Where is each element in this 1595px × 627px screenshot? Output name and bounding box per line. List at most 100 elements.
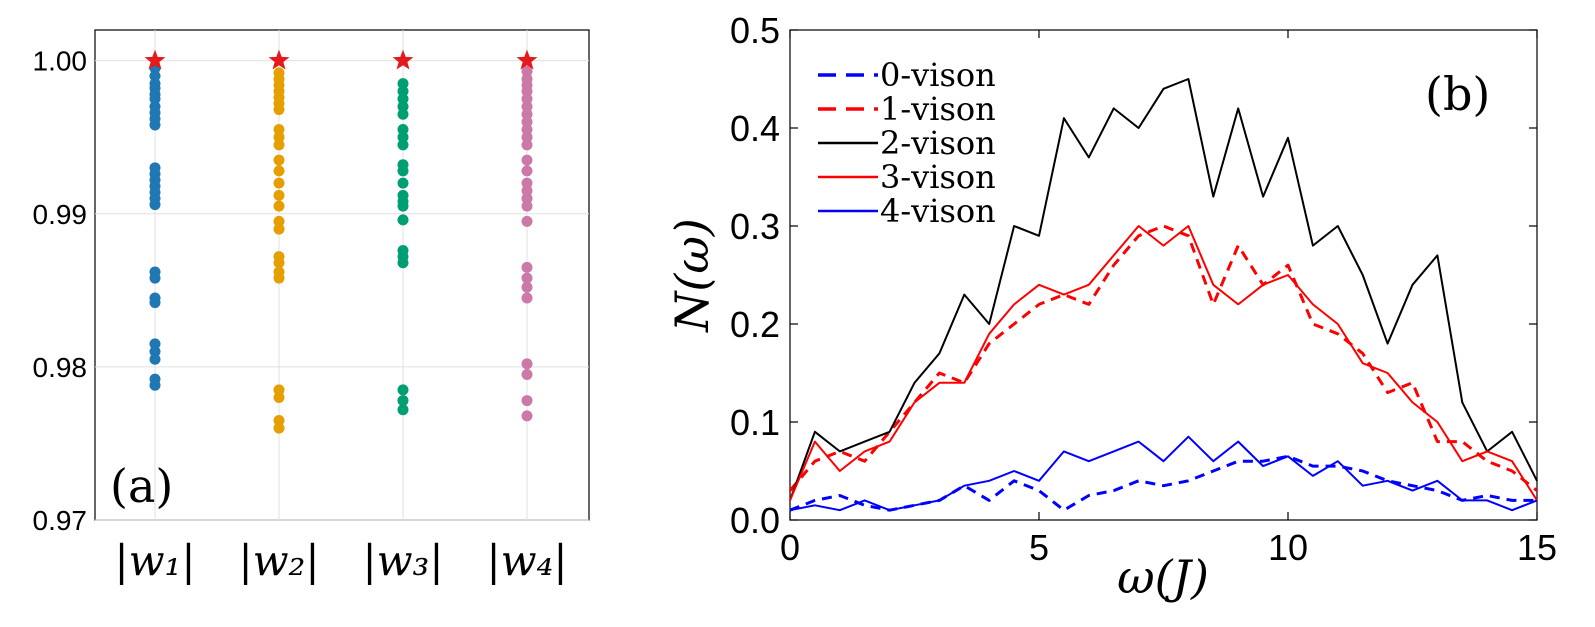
panel-a-data-point (397, 214, 409, 226)
panel-b-y-tick-label: 0.5 (730, 10, 780, 51)
panel-a-star-marker (392, 49, 414, 70)
panel-a-data-point (521, 93, 533, 105)
panel-b-y-tick-label: 0.2 (730, 304, 780, 345)
panel-a-y-tick-label: 0.98 (33, 352, 88, 383)
panel-a-data-point (273, 165, 285, 177)
panel-a-data-point (521, 369, 533, 381)
panel-a-data-point (273, 177, 285, 189)
panel-a-data-point (521, 154, 533, 166)
panel-a-data-point (521, 281, 533, 293)
panel-a-data-point (521, 185, 533, 197)
panel-a-data-point (397, 139, 409, 151)
panel-a-y-ticks: 0.97 0.98 0.99 1.00 (33, 46, 88, 536)
panel-a-data-point (149, 93, 161, 105)
panel-b-legend-label: 4-vison (880, 192, 996, 230)
panel-b-x-axis-label: ω(J) (1117, 550, 1209, 604)
panel-b-y-tick-label: 0.3 (730, 206, 780, 247)
panel-a-data-point (273, 422, 285, 434)
panel-a-data-point (397, 124, 409, 136)
panel-a-x-tick-label: |w₁| (114, 536, 195, 585)
panel-a-y-tick-label: 0.97 (33, 505, 88, 536)
panel-a-data-point (521, 192, 533, 204)
panel-a-data-point (149, 297, 161, 309)
panel-a-data-point (273, 257, 285, 269)
panel-a-data-point (521, 272, 533, 284)
panel-a-points (144, 49, 538, 434)
panel-a-data-point (397, 93, 409, 105)
panel-b-legend-label: 0-vison (880, 56, 996, 94)
panel-a-x-tick-label: |w₂| (238, 536, 319, 585)
panel-b-series-line (789, 78, 1538, 501)
panel-a-data-point (397, 395, 409, 407)
panel-a-data-point (149, 70, 161, 82)
panel-a-data-point (273, 139, 285, 151)
panel-a-data-point (149, 346, 161, 358)
panel-b-legend-label: 1-vison (880, 90, 996, 128)
panel-a-data-point (397, 85, 409, 97)
panel-b-x-tick-label: 5 (1029, 527, 1049, 568)
panel-a-data-point (273, 200, 285, 212)
panel-a-data-point (397, 177, 409, 189)
panel-a-data-point (273, 384, 285, 396)
panel-a-x-tick-label: |w₃| (362, 536, 443, 585)
panel-a-data-point (273, 104, 285, 116)
panel-b-series-line (789, 435, 1538, 512)
panel-a-data-point (521, 65, 533, 77)
panel-b-legend-label: 3-vison (880, 158, 996, 196)
panel-b-frame (789, 29, 1538, 521)
panel-a-data-point (521, 85, 533, 97)
panel-a-data-point (149, 338, 161, 350)
panel-b-y-tick-label: 0.1 (730, 402, 780, 443)
panel-a-data-point (397, 101, 409, 113)
panel-a-data-point (521, 116, 533, 128)
panel-a-data-point (273, 414, 285, 426)
panel-a-y-tick-label: 0.99 (33, 199, 88, 230)
panel-a-data-point (521, 200, 533, 212)
panel-b-series-line (789, 454, 1537, 512)
panel-a-data-point (521, 395, 533, 407)
panel-a-data-point (149, 119, 161, 131)
panel-a-x-ticks: |w₁| |w₂| |w₃| |w₄| (114, 536, 567, 585)
panel-a-data-point (521, 410, 533, 422)
panel-a-data-point (397, 165, 409, 177)
panel-b-series-line (789, 225, 1538, 501)
panel-a: 0.97 0.98 0.99 1.00 |w₁| |w₂| |w₃| |w₄| (a) (33, 29, 590, 585)
panel-b-label: (b) (1425, 67, 1490, 121)
panel-a-x-tick-label: |w₄| (486, 536, 567, 585)
panel-a-data-point (273, 215, 285, 227)
panel-a-data-point (149, 353, 161, 365)
panel-a-data-point (397, 200, 409, 212)
panel-a-data-point (397, 404, 409, 416)
panel-a-data-point (149, 199, 161, 211)
panel-b-x-ticks: 0 5 10 15 (780, 30, 1557, 568)
panel-b-lines (788, 78, 1538, 512)
panel-a-data-point (397, 384, 409, 396)
panel-a-data-point (521, 124, 533, 136)
panel-a-star-marker (144, 49, 166, 70)
panel-a-frame (94, 29, 590, 521)
panel-b-y-axis-label: N(ω) (665, 218, 719, 333)
panel-b-x-tick-label: 10 (1268, 527, 1308, 568)
panel-a-label: (a) (110, 459, 173, 513)
panel-b-x-tick-label: 15 (1517, 527, 1557, 568)
panel-a-data-point (273, 124, 285, 136)
panel-a-data-point (273, 272, 285, 284)
panel-a-data-point (273, 189, 285, 201)
panel-a-data-point (521, 215, 533, 227)
panel-a-data-point (149, 379, 161, 391)
panel-a-data-point (521, 139, 533, 151)
panel-a-data-point (397, 257, 409, 269)
panel-a-data-point (397, 108, 409, 120)
panel-a-data-point (521, 101, 533, 113)
panel-a-data-point (521, 177, 533, 189)
panel-b-y-ticks: 0.0 0.1 0.2 0.3 0.4 0.5 (730, 10, 1537, 541)
panel-a-data-point (521, 358, 533, 370)
panel-a-y-tick-label: 1.00 (33, 46, 88, 77)
panel-a-data-point (521, 165, 533, 177)
panel-a-data-point (273, 154, 285, 166)
panel-b-legend-label: 2-vison (880, 124, 996, 162)
panel-a-data-point (521, 292, 533, 304)
panel-a-star-marker (268, 49, 290, 70)
panel-a-data-point (397, 78, 409, 90)
